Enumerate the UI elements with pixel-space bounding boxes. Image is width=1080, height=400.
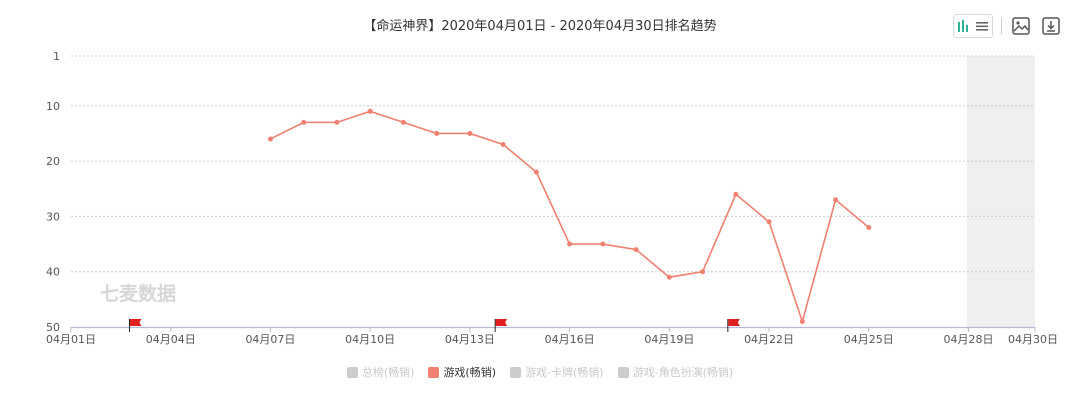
chart-toolbar [953, 14, 1062, 38]
shaded-region [966, 56, 1035, 327]
data-point [766, 219, 772, 225]
y-tick-label: 50 [46, 321, 60, 334]
legend-label: 总榜(畅销) [361, 366, 415, 379]
legend-item[interactable]: 游戏-卡牌(畅销) [510, 364, 604, 380]
download-button[interactable] [1040, 15, 1062, 37]
chart-title: 【命运神界】2020年04月01日 - 2020年04月30日排名趋势 [363, 19, 717, 34]
image-icon [1012, 17, 1030, 35]
data-point [666, 274, 672, 280]
x-tick-label: 04月30日 [1008, 333, 1058, 346]
legend-item[interactable]: 游戏-角色扮演(畅销) [617, 364, 734, 380]
x-tick-label: 04月07日 [245, 333, 295, 346]
data-point [533, 169, 539, 175]
data-point [700, 269, 706, 275]
data-point [866, 224, 872, 230]
legend-label: 游戏-角色扮演(畅销) [632, 366, 734, 379]
data-point [301, 119, 307, 125]
data-point [733, 191, 739, 197]
data-point [400, 119, 406, 125]
toolbar-divider [1001, 18, 1002, 34]
data-point [799, 318, 805, 324]
x-tick-label: 04月16日 [545, 333, 595, 346]
data-point [334, 119, 340, 125]
flag-cloth [129, 319, 142, 326]
chart-legend: 总榜(畅销) 游戏(畅销) 游戏-卡牌(畅销) 游戏-角色扮演(畅销) [0, 364, 1080, 380]
data-point [467, 130, 473, 136]
x-tick-label: 04月10日 [345, 333, 395, 346]
flag-cloth [728, 319, 740, 326]
bar-chart-icon [958, 20, 968, 32]
legend-swatch [617, 366, 629, 378]
data-point [567, 241, 573, 247]
data-point [833, 197, 839, 203]
y-tick-label: 30 [46, 210, 60, 223]
y-tick-label: 10 [46, 100, 60, 113]
download-icon [1042, 17, 1060, 35]
x-tick-label: 04月19日 [644, 333, 694, 346]
x-tick-label: 04月13日 [445, 333, 495, 346]
list-icon [976, 22, 988, 31]
x-tick-label: 04月25日 [844, 333, 894, 346]
data-point [267, 136, 273, 142]
y-tick-label: 20 [46, 155, 60, 168]
x-tick-label: 04月01日 [46, 333, 96, 346]
x-tick-label: 04月22日 [744, 333, 794, 346]
data-point [500, 141, 506, 147]
legend-item[interactable]: 总榜(畅销) [346, 364, 415, 380]
legend-label: 游戏(畅销) [443, 366, 497, 379]
legend-swatch [510, 366, 522, 378]
data-point [600, 241, 606, 247]
flag-icon [128, 319, 142, 332]
flag-cloth [495, 319, 508, 326]
legend-swatch [346, 366, 358, 378]
data-point [367, 108, 373, 114]
legend-label: 游戏-卡牌(畅销) [525, 366, 604, 379]
y-tick-label: 1 [53, 50, 60, 63]
x-tick-label: 04月04日 [146, 333, 196, 346]
y-tick-label: 40 [46, 266, 60, 279]
data-point [633, 247, 639, 253]
view-toggle-button[interactable] [953, 14, 993, 38]
flag-icon [494, 319, 508, 332]
data-point [434, 130, 440, 136]
x-tick-label: 04月28日 [944, 333, 994, 346]
flag-icon [727, 319, 740, 332]
save-image-button[interactable] [1010, 15, 1032, 37]
legend-item[interactable]: 游戏(畅销) [428, 364, 496, 380]
legend-swatch [428, 366, 440, 378]
watermark-text: 七麦数据 [100, 282, 176, 305]
